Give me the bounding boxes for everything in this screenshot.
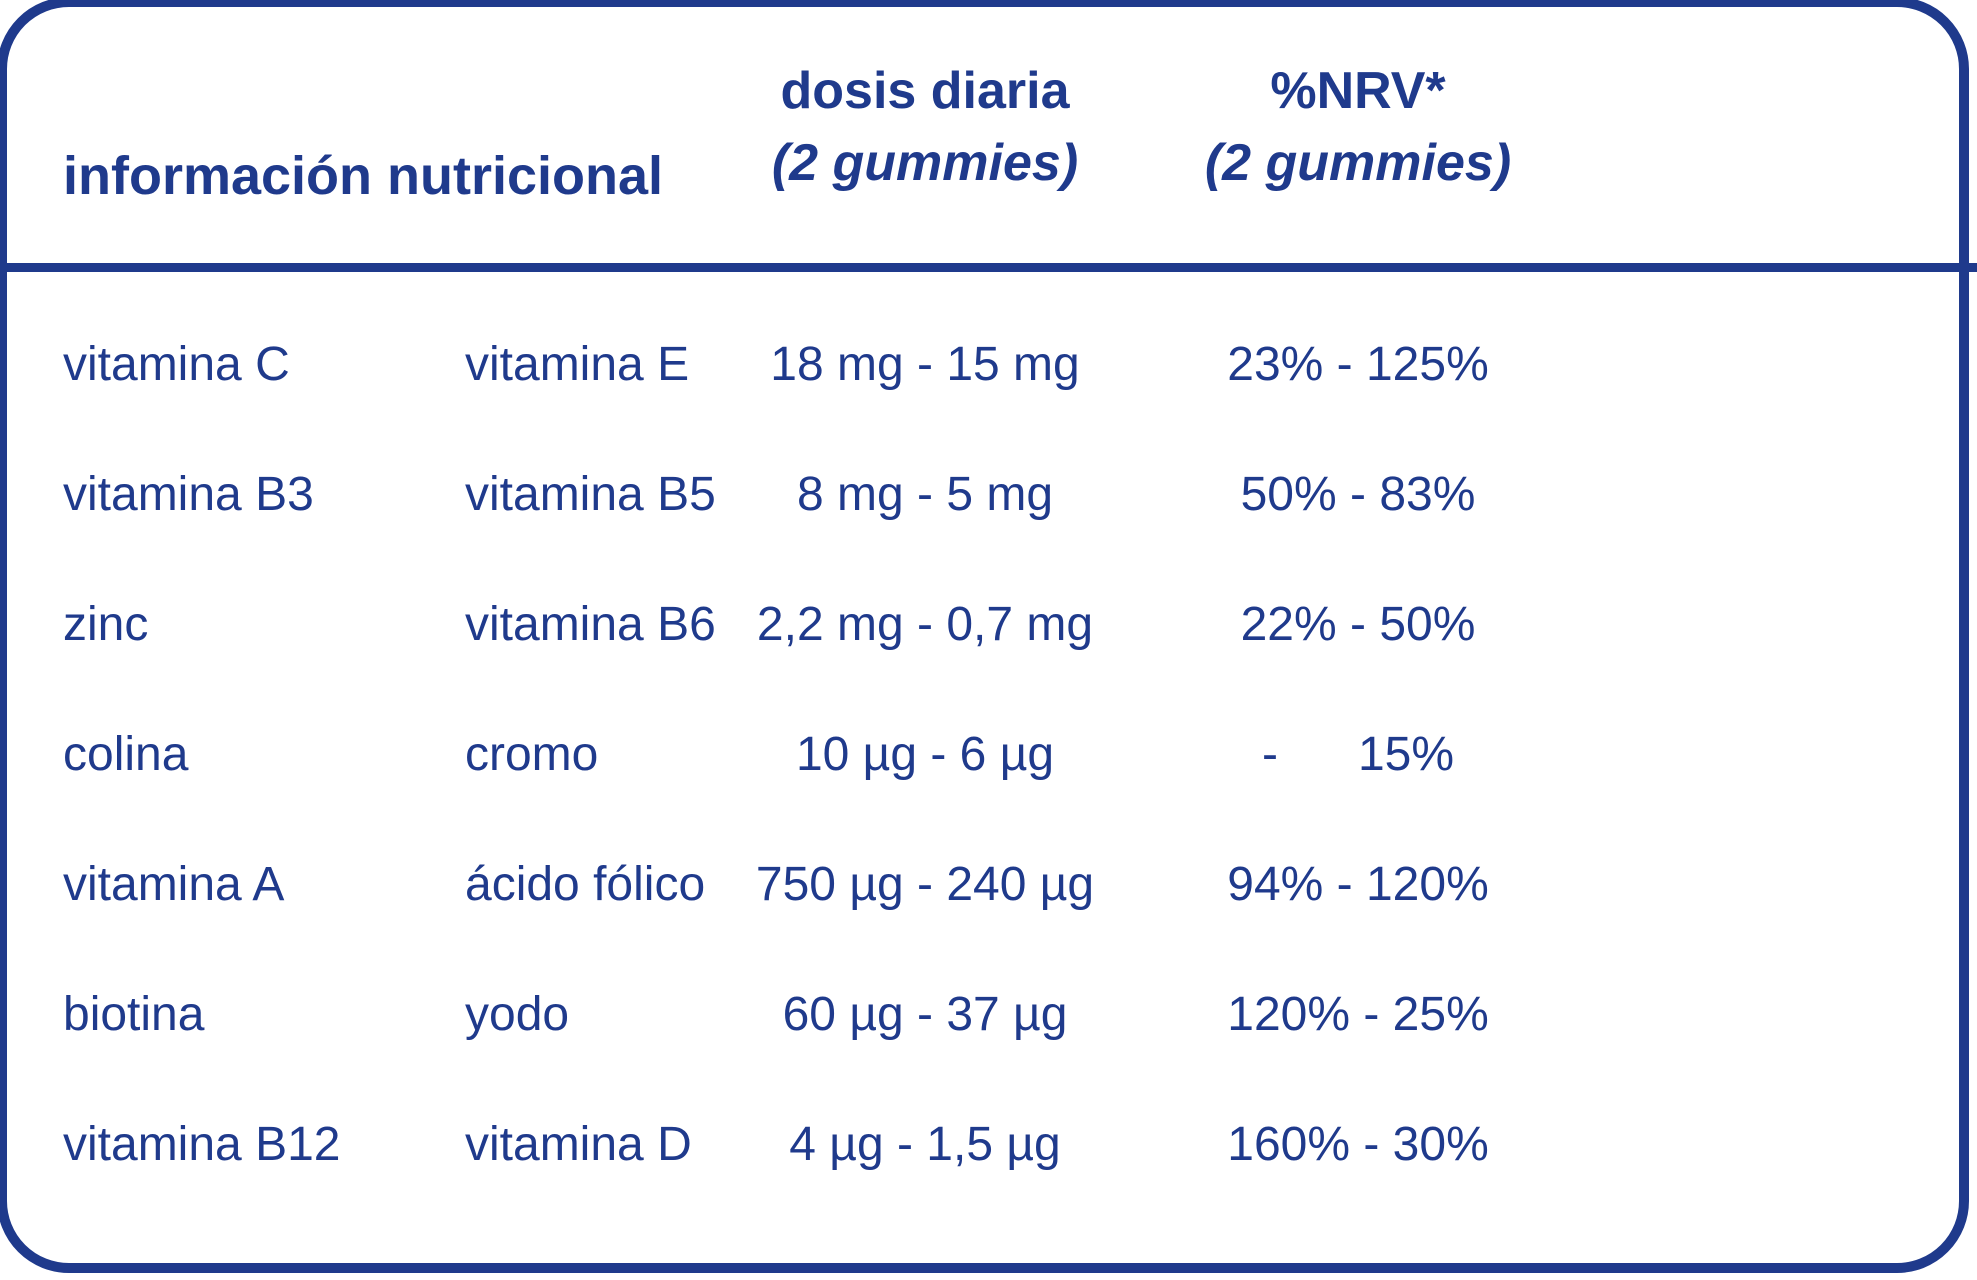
nrv-cell: 22% - 50% — [1240, 598, 1476, 651]
nutrient-table: vitamina C vitamina E 18 mg - 15 mg 23% … — [0, 300, 1977, 1210]
nutrient-cell: vitamina B5 — [465, 468, 716, 521]
nrv-cell: - 15% — [1261, 728, 1455, 781]
daily-dose-label: dosis diaria — [780, 62, 1070, 120]
table-row: zinc vitamina B6 2,2 mg - 0,7 mg 22% - 5… — [0, 560, 1977, 690]
nutrient-cell: vitamina A — [63, 858, 285, 911]
nutrient-cell: colina — [63, 728, 189, 781]
column-header-daily-dose: dosis diaria (2 gummies) — [645, 55, 1205, 199]
nutrient-cell: ácido fólico — [465, 858, 706, 911]
table-row: vitamina C vitamina E 18 mg - 15 mg 23% … — [0, 300, 1977, 430]
nrv-cell: 160% - 30% — [1227, 1118, 1489, 1171]
dose-cell: 4 µg - 1,5 µg — [789, 1118, 1061, 1171]
dose-cell: 60 µg - 37 µg — [782, 988, 1068, 1041]
nutrient-cell: biotina — [63, 988, 205, 1041]
nutrient-cell: zinc — [63, 598, 149, 651]
dose-cell: 10 µg - 6 µg — [795, 728, 1055, 781]
table-row: vitamina A ácido fólico 750 µg - 240 µg … — [0, 820, 1977, 950]
header-divider — [0, 263, 1977, 272]
nrv-cell: 50% - 83% — [1240, 468, 1476, 521]
table-row: colina cromo 10 µg - 6 µg - 15% — [0, 690, 1977, 820]
dose-cell: 2,2 mg - 0,7 mg — [756, 598, 1094, 651]
nrv-label: %NRV* — [1270, 62, 1446, 120]
nrv-cell: 94% - 120% — [1227, 858, 1489, 911]
dose-cell: 8 mg - 5 mg — [796, 468, 1054, 521]
nutrient-cell: vitamina B3 — [63, 468, 314, 521]
dose-cell: 750 µg - 240 µg — [755, 858, 1095, 911]
nutrient-cell: vitamina B12 — [63, 1118, 341, 1171]
daily-dose-serving: (2 gummies) — [771, 134, 1079, 192]
nutrient-cell: cromo — [465, 728, 599, 781]
nutrient-cell: yodo — [465, 988, 570, 1041]
table-row: vitamina B12 vitamina D 4 µg - 1,5 µg 16… — [0, 1080, 1977, 1210]
nutrient-cell: vitamina E — [465, 338, 690, 391]
dose-cell: 18 mg - 15 mg — [770, 338, 1080, 391]
table-row: biotina yodo 60 µg - 37 µg 120% - 25% — [0, 950, 1977, 1080]
column-header-nrv: %NRV* (2 gummies) — [1078, 55, 1638, 199]
nrv-cell: 120% - 25% — [1227, 988, 1489, 1041]
panel-title: información nutricional — [63, 146, 664, 206]
nutrient-cell: vitamina C — [63, 338, 290, 391]
table-row: vitamina B3 vitamina B5 8 mg - 5 mg 50% … — [0, 430, 1977, 560]
nutrient-cell: vitamina B6 — [465, 598, 716, 651]
nrv-cell: 23% - 125% — [1227, 338, 1489, 391]
nrv-serving: (2 gummies) — [1204, 134, 1512, 192]
nutrient-cell: vitamina D — [465, 1118, 692, 1171]
